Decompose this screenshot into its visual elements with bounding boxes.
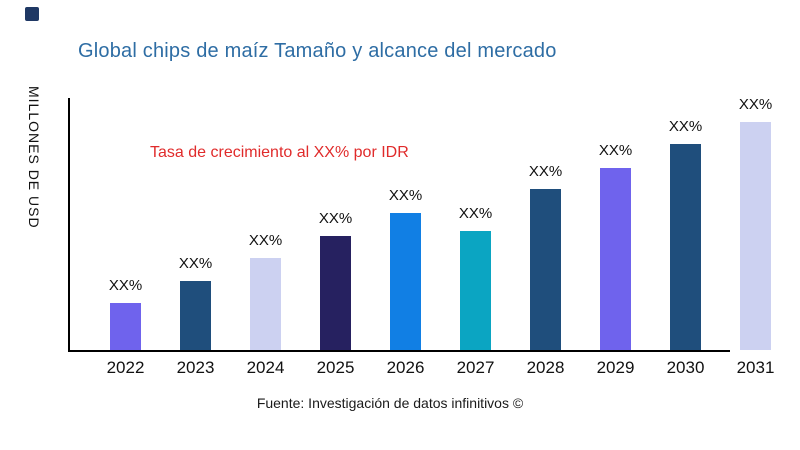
bar-value-label-2022: XX%	[108, 277, 143, 294]
bar-2024	[250, 258, 281, 350]
x-tick-labels: 2022 2023 2024 2025 2026 2027 2028 2029 2030 2031	[0, 358, 800, 380]
bar-value-label-2023: XX%	[178, 255, 213, 272]
brand-mark-icon	[25, 7, 39, 21]
source-caption: Fuente: Investigación de datos infinitiv…	[256, 395, 524, 411]
bar-2022	[110, 303, 141, 350]
x-axis-line	[68, 350, 730, 352]
x-tick-label-2026: 2026	[386, 358, 425, 377]
x-tick-label-2023: 2023	[176, 358, 215, 377]
bar-value-label-2026: XX%	[388, 187, 423, 204]
x-tick-label-2031: 2031	[736, 358, 775, 377]
chart-title: Global chips de maíz Tamaño y alcance de…	[78, 40, 557, 62]
bar-value-label-2028: XX%	[528, 163, 563, 180]
bar-2025	[320, 236, 351, 350]
y-axis-title: MILLONES DE USD	[26, 86, 42, 229]
bar-value-label-2025: XX%	[318, 210, 353, 227]
y-axis-line	[68, 98, 70, 352]
bar-2031	[740, 122, 771, 350]
bar-value-label-2030: XX%	[668, 118, 703, 135]
bar-2027	[460, 231, 491, 350]
bar-value-label-2024: XX%	[248, 232, 283, 249]
x-tick-label-2024: 2024	[246, 358, 285, 377]
x-tick-label-2027: 2027	[456, 358, 495, 377]
bar-value-label-2029: XX%	[598, 142, 633, 159]
bar-value-label-2031: XX%	[738, 96, 773, 113]
growth-rate-annotation: Tasa de crecimiento al XX% por IDR	[150, 144, 409, 161]
x-tick-label-2025: 2025	[316, 358, 355, 377]
x-tick-label-2030: 2030	[666, 358, 705, 377]
bars-container: XX% XX% XX% XX% XX% XX% XX% XX% XX% XX%	[108, 96, 773, 350]
x-tick-label-2029: 2029	[596, 358, 635, 377]
x-tick-label-2022: 2022	[106, 358, 145, 377]
bar-2028	[530, 189, 561, 350]
bar-2029	[600, 168, 631, 350]
bar-2026	[390, 213, 421, 350]
bar-2030	[670, 144, 701, 350]
bar-value-label-2027: XX%	[458, 205, 493, 222]
x-tick-label-2028: 2028	[526, 358, 565, 377]
bar-2023	[180, 281, 211, 350]
